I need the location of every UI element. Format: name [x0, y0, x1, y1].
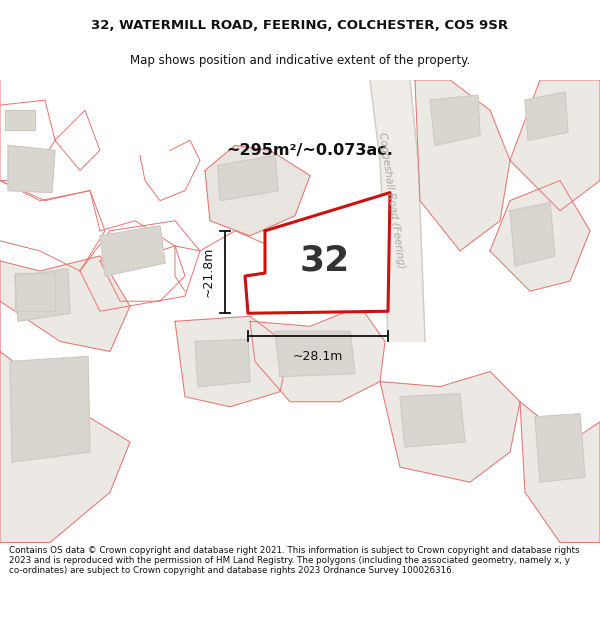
Polygon shape — [250, 306, 385, 402]
Polygon shape — [490, 181, 590, 291]
Polygon shape — [380, 372, 520, 482]
Polygon shape — [275, 331, 355, 377]
Text: Map shows position and indicative extent of the property.: Map shows position and indicative extent… — [130, 54, 470, 68]
Text: 32, WATERMILL ROAD, FEERING, COLCHESTER, CO5 9SR: 32, WATERMILL ROAD, FEERING, COLCHESTER,… — [91, 19, 509, 32]
Polygon shape — [195, 339, 250, 387]
Polygon shape — [415, 80, 510, 251]
Text: ~28.1m: ~28.1m — [293, 351, 343, 364]
Polygon shape — [400, 394, 465, 447]
Polygon shape — [430, 95, 480, 146]
Polygon shape — [510, 202, 555, 266]
Polygon shape — [370, 80, 425, 341]
Polygon shape — [535, 414, 585, 482]
Polygon shape — [15, 273, 55, 311]
Polygon shape — [0, 256, 130, 351]
Polygon shape — [520, 402, 600, 542]
Polygon shape — [100, 226, 165, 276]
Text: ~21.8m: ~21.8m — [202, 247, 215, 298]
Polygon shape — [5, 110, 35, 130]
Text: Contains OS data © Crown copyright and database right 2021. This information is : Contains OS data © Crown copyright and d… — [9, 546, 580, 576]
Polygon shape — [510, 80, 600, 211]
Polygon shape — [15, 269, 70, 321]
Text: Coggeshall Road (Feering): Coggeshall Road (Feering) — [377, 132, 407, 269]
Polygon shape — [218, 156, 278, 201]
Polygon shape — [0, 301, 130, 542]
Polygon shape — [245, 192, 390, 313]
Polygon shape — [8, 146, 55, 192]
Polygon shape — [175, 316, 290, 407]
Text: ~295m²/~0.073ac.: ~295m²/~0.073ac. — [227, 143, 394, 158]
Polygon shape — [10, 356, 90, 462]
Polygon shape — [525, 92, 568, 141]
Text: 32: 32 — [300, 244, 350, 278]
Polygon shape — [205, 146, 310, 236]
